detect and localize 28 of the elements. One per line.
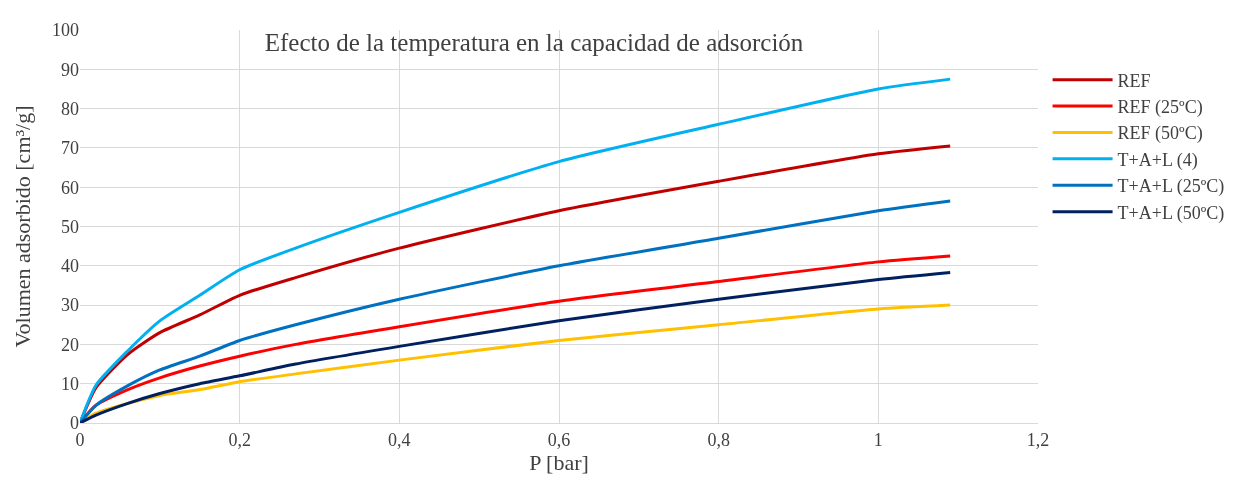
legend-label: REF — [1117, 70, 1151, 91]
x-tick-label: 1,2 — [1026, 429, 1050, 450]
x-axis-title: P [bar] — [529, 449, 589, 475]
y-tick-label: 100 — [52, 20, 79, 41]
legend-label: REF (25ºC) — [1117, 97, 1203, 119]
line-series — [80, 77, 952, 423]
legend-label: T+A+L (4) — [1117, 149, 1198, 171]
chart-title: Efecto de la temperatura en la capacidad de adsorción — [264, 29, 804, 57]
x-tick-label: 0,4 — [388, 429, 411, 450]
y-tick-label: 20 — [61, 334, 79, 355]
y-tick-label: 40 — [61, 256, 79, 277]
y-axis-title: Volumen adsorbido [cm³/g] — [9, 105, 35, 348]
y-tick-label: 80 — [61, 98, 79, 119]
legend-label: T+A+L (25ºC) — [1117, 176, 1225, 198]
x-tick-label: 0,8 — [707, 429, 730, 450]
line-series — [80, 199, 952, 423]
y-tick-label: 50 — [61, 216, 79, 237]
y-tick-label: 30 — [61, 295, 79, 316]
x-tick-label: 0,6 — [547, 429, 571, 450]
y-tick-label: 0 — [70, 413, 79, 434]
y-tick-label: 70 — [61, 138, 79, 159]
y-tick-label: 60 — [61, 177, 79, 198]
y-tick-label: 10 — [61, 374, 79, 394]
x-tick-label: 0,2 — [228, 429, 251, 450]
x-tick-label: 1 — [873, 429, 883, 450]
legend-label: REF (50ºC) — [1117, 123, 1203, 145]
legend-label: T+A+L (50ºC) — [1117, 202, 1225, 224]
y-tick-label: 90 — [61, 59, 79, 80]
